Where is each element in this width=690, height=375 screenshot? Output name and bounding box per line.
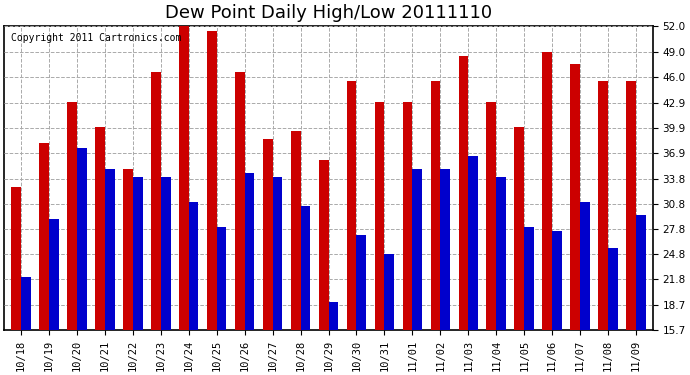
Bar [49,219,59,330]
Bar [636,214,646,330]
Bar [627,81,636,330]
Bar [459,56,469,330]
Bar [524,227,534,330]
Bar [179,18,188,330]
Bar [132,177,143,330]
Bar [431,81,440,330]
Bar [151,72,161,330]
Bar [542,52,552,330]
Bar [319,160,328,330]
Bar [608,248,618,330]
Bar [161,177,170,330]
Bar [105,169,115,330]
Bar [440,169,450,330]
Bar [598,81,608,330]
Title: Dew Point Daily High/Low 20111110: Dew Point Daily High/Low 20111110 [165,4,492,22]
Bar [571,64,580,330]
Bar [290,131,301,330]
Bar [496,177,506,330]
Bar [207,31,217,330]
Bar [39,144,49,330]
Bar [11,187,21,330]
Bar [402,102,413,330]
Bar [188,202,199,330]
Bar [486,102,496,330]
Bar [245,173,255,330]
Bar [515,127,524,330]
Bar [235,72,245,330]
Bar [95,127,105,330]
Bar [123,169,132,330]
Bar [469,156,478,330]
Bar [328,302,338,330]
Bar [413,169,422,330]
Bar [217,227,226,330]
Bar [67,102,77,330]
Bar [263,140,273,330]
Bar [384,254,394,330]
Bar [273,177,282,330]
Bar [77,148,87,330]
Bar [301,206,310,330]
Bar [346,81,357,330]
Bar [552,231,562,330]
Bar [375,102,384,330]
Text: Copyright 2011 Cartronics.com: Copyright 2011 Cartronics.com [10,33,181,43]
Bar [357,236,366,330]
Bar [21,277,31,330]
Bar [580,202,590,330]
